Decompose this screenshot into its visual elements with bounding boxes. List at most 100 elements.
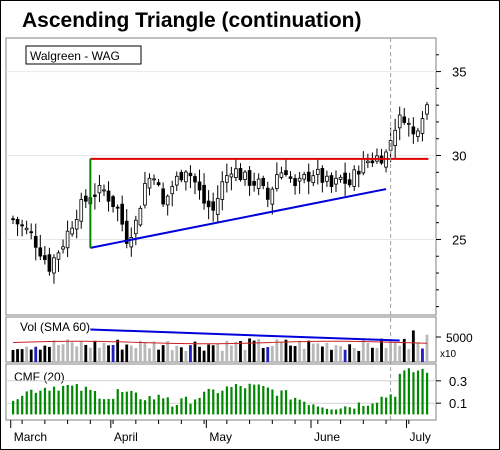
cmf-bar — [184, 396, 188, 415]
candle — [79, 192, 84, 229]
cmf-bar — [198, 397, 201, 415]
cmf-bar — [371, 403, 374, 415]
volume-bar — [270, 345, 274, 362]
candle — [425, 101, 429, 120]
volume-bar — [161, 345, 165, 362]
candle — [47, 247, 52, 276]
volume-bar — [421, 348, 424, 362]
cmf-bar — [80, 390, 83, 415]
volume-bar — [302, 348, 306, 362]
ticker-label: Walgreen - WAG — [30, 49, 120, 63]
volume-bar — [316, 343, 320, 362]
cmf-bar — [57, 390, 60, 415]
cmf-bar — [93, 390, 97, 415]
cmf-bar — [75, 384, 78, 415]
ticker-label-box — [25, 45, 142, 65]
cmf-bar — [180, 398, 183, 415]
cmf-bar — [271, 389, 274, 415]
volume-bar — [166, 341, 170, 362]
volume-bar — [129, 345, 133, 362]
volume-bar — [202, 350, 206, 362]
candle — [288, 171, 293, 183]
cmf-bar — [344, 406, 347, 415]
cmf-bar — [416, 370, 420, 415]
volume-bar — [66, 339, 70, 362]
cmf-bar — [102, 399, 106, 415]
candle — [43, 246, 47, 265]
candle — [366, 153, 370, 168]
candle — [138, 205, 143, 227]
volume-bar — [16, 349, 19, 362]
volume-bar — [243, 349, 247, 362]
volume-bar — [307, 340, 311, 362]
candle — [165, 194, 170, 216]
candle — [174, 171, 179, 191]
volume-bar — [198, 346, 201, 362]
candle — [143, 171, 147, 209]
volume-bar — [148, 348, 151, 362]
candle — [134, 215, 138, 246]
candle — [220, 171, 225, 211]
candle — [352, 165, 357, 191]
volume-bar — [416, 342, 420, 362]
volume-bar — [143, 341, 147, 362]
cmf-bar — [98, 398, 101, 415]
volume-bar — [216, 343, 220, 362]
cmf-bar — [362, 406, 365, 415]
cmf-bar — [298, 399, 301, 415]
candle — [406, 118, 411, 137]
candle — [188, 165, 193, 189]
cmf-bar — [12, 400, 15, 415]
volume-bar — [357, 350, 361, 362]
volume-bar — [280, 342, 283, 362]
candle — [238, 163, 243, 182]
cmf-bar — [25, 391, 28, 415]
cmf-bar — [153, 399, 156, 415]
volume-bar — [389, 341, 393, 362]
cmf-bar — [339, 408, 342, 415]
cmf-bar — [266, 387, 269, 415]
cmf-bar — [148, 395, 151, 415]
cmf-bar — [330, 409, 333, 415]
candle — [83, 189, 88, 209]
volume-bar — [348, 344, 352, 362]
candle — [329, 172, 334, 193]
volume-tick-label: 5000 — [446, 331, 473, 345]
candle — [74, 209, 79, 239]
cmf-bar — [244, 388, 247, 415]
cmf-bar — [426, 372, 429, 415]
candle — [229, 166, 234, 191]
candle — [111, 194, 115, 213]
candle — [270, 186, 275, 215]
cmf-bar — [316, 406, 320, 415]
volume-bar — [179, 347, 183, 362]
volume-bar — [175, 345, 179, 362]
candle — [275, 162, 279, 192]
cmf-bar — [171, 406, 174, 415]
candle — [120, 195, 124, 232]
cmf-tick-label: 0.1 — [449, 396, 467, 411]
chart-title: Ascending Triangle (continuation) — [22, 9, 362, 32]
candle — [61, 239, 65, 254]
candle — [102, 184, 106, 197]
volume-bar — [407, 349, 411, 362]
candle — [33, 223, 38, 261]
volume-bar — [34, 346, 38, 362]
cmf-bar — [143, 400, 147, 415]
volume-bar — [311, 343, 315, 362]
volume-bar — [229, 345, 233, 362]
cmf-bar — [389, 394, 392, 415]
candle — [38, 234, 43, 260]
candle — [284, 158, 288, 177]
volume-bar — [343, 349, 347, 362]
volume-trend-line — [90, 328, 400, 342]
volume-bar — [189, 345, 192, 362]
volume-axis-ticks: 5000 — [436, 331, 473, 345]
candle — [106, 181, 111, 212]
volume-bar — [107, 345, 110, 362]
volume-bar — [157, 349, 160, 362]
cmf-bar — [289, 399, 292, 415]
cmf-bar — [30, 389, 33, 415]
candle — [306, 163, 311, 195]
candle — [65, 220, 70, 258]
